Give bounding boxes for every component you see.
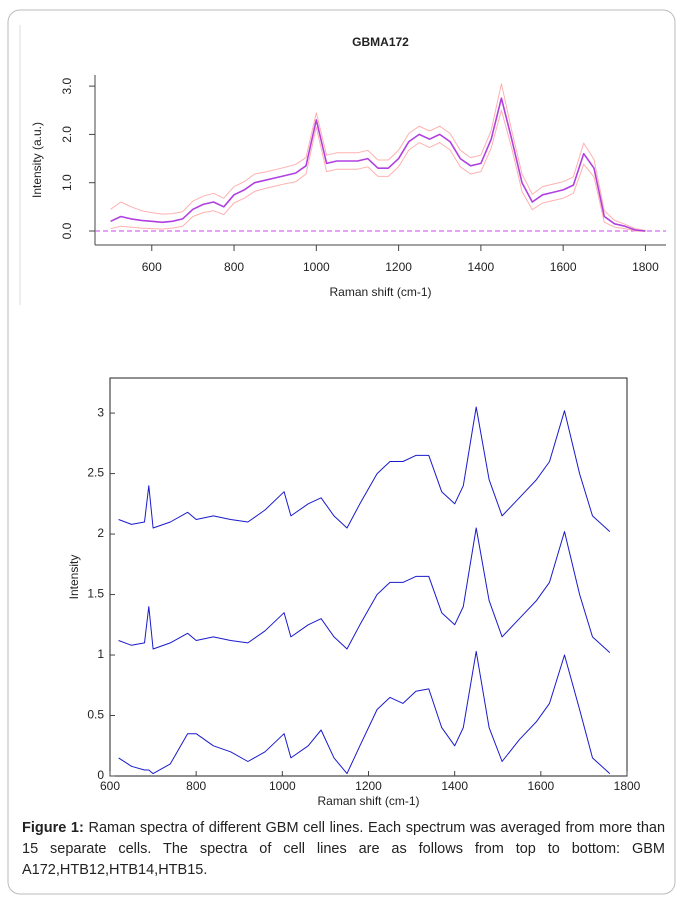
x-tick-label: 1600 xyxy=(527,779,554,793)
y-tick-label: 0.0 xyxy=(60,222,74,239)
x-axis-label: Raman shift (cm-1) xyxy=(317,794,419,808)
x-tick-label: 1600 xyxy=(550,260,577,274)
x-tick-label: 1800 xyxy=(632,260,659,274)
y-tick-label: 1.0 xyxy=(60,174,74,191)
y-tick-label: 2 xyxy=(97,526,104,540)
x-tick-label: 600 xyxy=(142,260,162,274)
series-line xyxy=(110,97,646,232)
plot-frame xyxy=(109,377,628,777)
x-tick-label: 800 xyxy=(224,260,244,274)
x-tick-label: 1000 xyxy=(269,779,296,793)
y-tick-label: 0 xyxy=(97,768,104,782)
x-tick-label: 1000 xyxy=(303,260,330,274)
x-tick-label: 1400 xyxy=(468,260,495,274)
y-tick-label: 3.0 xyxy=(60,77,74,94)
x-tick-label: 800 xyxy=(186,779,206,793)
x-tick-label: 1800 xyxy=(614,779,641,793)
x-axis-label: Raman shift (cm-1) xyxy=(329,285,431,299)
y-tick-label: 1 xyxy=(97,647,104,661)
series-line xyxy=(118,527,611,653)
y-tick-label: 3 xyxy=(97,405,104,419)
x-tick-label: 600 xyxy=(100,779,120,793)
y-tick-label: 2.5 xyxy=(87,466,104,480)
y-axis-label: Intensity xyxy=(67,555,81,600)
caption: Figure 1: Raman spectra of different GBM… xyxy=(22,818,665,881)
caption-label: Figure 1: xyxy=(22,820,84,836)
series-line xyxy=(110,109,646,232)
y-axis-label: Intensity (a.u.) xyxy=(30,122,44,198)
x-tick-label: 1400 xyxy=(441,779,468,793)
x-tick-label: 1200 xyxy=(385,260,412,274)
y-tick-label: 0.5 xyxy=(87,708,104,722)
y-tick-label: 1.5 xyxy=(87,587,104,601)
chart-title: GBMA172 xyxy=(352,35,409,49)
series-line xyxy=(110,83,646,231)
x-tick-label: 1200 xyxy=(355,779,382,793)
caption-text: Raman spectra of different GBM cell line… xyxy=(22,820,666,878)
series-line xyxy=(118,650,611,775)
y-tick-label: 2.0 xyxy=(60,126,74,143)
frame xyxy=(7,9,676,895)
series-line xyxy=(118,406,611,532)
